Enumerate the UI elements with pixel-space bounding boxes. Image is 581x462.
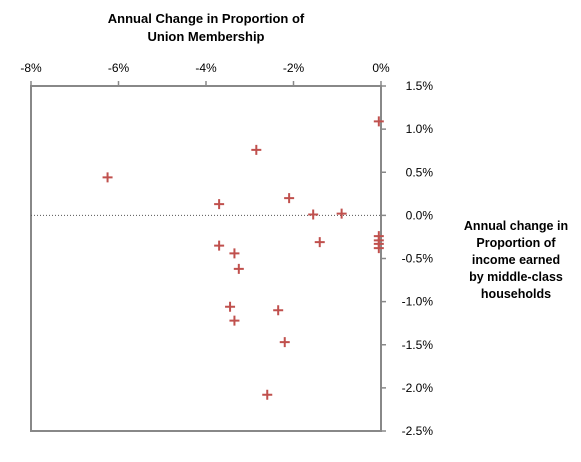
y-axis-label-line: households — [480, 287, 552, 301]
data-point — [314, 237, 325, 248]
y-axis-label-line: income earned — [471, 253, 561, 267]
plot-frame — [30, 85, 382, 432]
y-axis-label-line: Proportion of — [476, 236, 556, 250]
plot-area: -8% -6% -4% -2% 0% 1.5% 1.0% 0.5% 0.0% -0.5% -1.0%… — [20, 61, 433, 438]
x-tick-label: -4% — [195, 61, 217, 75]
data-point — [214, 240, 225, 251]
y-axis-label-line: Annual change in — [463, 219, 569, 233]
data-point — [233, 263, 244, 274]
chart-title-line-2: Union Membership — [147, 29, 264, 44]
x-tick-label: -6% — [108, 61, 130, 75]
y-tick-label: 0.5% — [406, 165, 434, 179]
data-point — [308, 209, 319, 220]
y-tick-label: -1.5% — [402, 338, 434, 352]
y-tick-label: -0.5% — [402, 252, 434, 266]
y-axis-label-line: by middle-class — [469, 270, 563, 284]
data-point — [251, 144, 262, 155]
data-point — [229, 315, 240, 326]
x-tick-label: 0% — [372, 61, 390, 75]
data-point — [273, 305, 284, 316]
data-point — [262, 389, 273, 400]
y-tick-label: -2.0% — [402, 381, 434, 395]
y-tick-label: -2.5% — [402, 424, 434, 438]
y-tick-label: -1.0% — [402, 295, 434, 309]
data-point — [336, 208, 347, 219]
data-point — [279, 337, 290, 348]
y-tick-label: 1.0% — [406, 122, 434, 136]
x-tick-label: -8% — [20, 61, 42, 75]
chart-title-line-1: Annual Change in Proportion of — [108, 11, 305, 26]
data-point — [373, 116, 384, 127]
data-point — [229, 248, 240, 259]
data-point — [214, 199, 225, 210]
data-point — [373, 243, 384, 254]
y-tick-label: 1.5% — [406, 79, 434, 93]
y-axis-label: Annual change in Proportion of income ea… — [452, 218, 580, 303]
data-point — [284, 193, 295, 204]
y-tick-label: 0.0% — [406, 208, 434, 222]
x-tick-label: -2% — [283, 61, 305, 75]
data-point — [225, 301, 236, 312]
data-point — [102, 172, 113, 183]
